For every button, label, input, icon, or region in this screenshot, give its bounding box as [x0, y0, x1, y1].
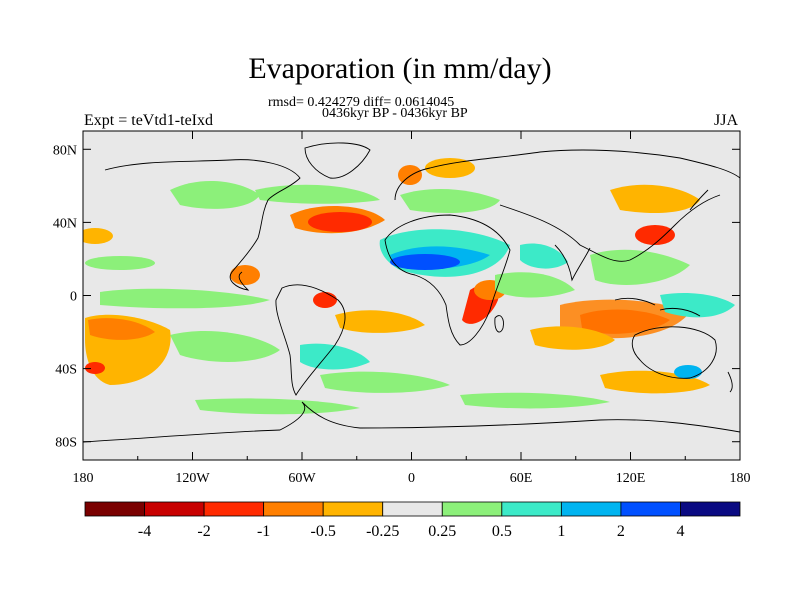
colorbar-label: -0.25	[366, 523, 399, 540]
coastline	[275, 284, 346, 396]
longitude-axis: 180 120W 60W 0 60E 120E 180	[73, 131, 751, 486]
field-patch	[300, 343, 370, 370]
field-patch	[85, 362, 105, 374]
lon-tick-label: 60E	[510, 471, 533, 486]
field-patch	[425, 158, 475, 178]
field-patch	[313, 292, 337, 308]
coastline	[104, 159, 301, 291]
lon-tick-label: 60W	[288, 471, 316, 486]
field-patch	[170, 330, 280, 362]
field-patch	[308, 212, 372, 232]
lat-tick-label: 80S	[55, 436, 77, 451]
colorbar-label: 0.5	[492, 523, 512, 540]
colorbar-label: -2	[197, 523, 210, 540]
lat-tick-label: 80N	[53, 143, 77, 158]
season-label: JJA	[714, 112, 739, 129]
field-patch	[674, 365, 702, 379]
lon-tick-label: 120E	[616, 471, 646, 486]
field-patch	[520, 243, 568, 269]
colorbar-label: -1	[257, 523, 270, 540]
field-patch	[660, 293, 735, 318]
field-patch	[560, 299, 690, 339]
field-patch	[398, 165, 422, 185]
colorbar-label: 1	[557, 523, 565, 540]
field-patch	[85, 256, 155, 270]
lon-tick-label: 180	[73, 471, 94, 486]
field-patch	[590, 249, 690, 285]
field-patch	[460, 392, 610, 409]
coastline	[394, 149, 740, 201]
field-patch	[230, 265, 260, 285]
colorbar-label: 4	[676, 523, 684, 540]
lon-tick-label: 180	[730, 471, 751, 486]
colorbar-box	[560, 501, 622, 517]
field-patch	[320, 371, 450, 393]
lat-tick-label: 0	[70, 290, 77, 305]
plot-title: Evaporation (in mm/day)	[248, 52, 552, 85]
field-patch	[88, 318, 155, 340]
field-patch	[390, 254, 460, 270]
field-patch	[195, 398, 360, 415]
field-patch	[610, 184, 700, 213]
colorbar-box	[382, 501, 443, 517]
field-patch	[100, 288, 270, 309]
stats-line: rmsd= 0.424279 diff= 0.0614045	[268, 95, 455, 110]
colorbar-box	[680, 501, 741, 517]
colorbar: -4 -2 -1 -0.5 -0.25 0.25 0.5 1 2 4	[84, 501, 741, 540]
lat-tick-label: 40S	[55, 363, 77, 378]
field-patch	[170, 180, 260, 209]
coastline	[384, 214, 511, 346]
coastline	[494, 315, 504, 333]
coastline	[631, 326, 717, 379]
experiment-label: Expt = teVtd1-teIxd	[84, 112, 213, 129]
coastline	[304, 142, 371, 179]
lon-tick-label: 120W	[175, 471, 210, 486]
coastline	[689, 189, 709, 211]
colorbar-label: -4	[138, 523, 151, 540]
coastline	[614, 297, 701, 317]
latitude-axis: 80N 40N 0 40S 80S	[53, 143, 740, 451]
colorbar-box	[203, 501, 265, 517]
field-patch	[400, 188, 500, 213]
field-patch	[495, 272, 575, 298]
colorbar-box	[263, 501, 324, 517]
period-label: 0436kyr BP - 0436kyr BP	[322, 106, 468, 121]
colorbar-label: -0.5	[311, 523, 336, 540]
colorbar-box	[620, 501, 681, 517]
lat-tick-label: 40N	[53, 216, 77, 231]
colorbar-box	[501, 501, 562, 517]
coastline	[83, 401, 740, 443]
colorbar-label: 0.25	[428, 523, 456, 540]
coastline	[499, 194, 721, 262]
colorbar-box	[144, 501, 205, 517]
colorbar-box	[441, 501, 503, 517]
coastline	[554, 244, 591, 282]
coastline	[727, 371, 733, 393]
field-patch	[83, 228, 113, 244]
colorbar-box	[322, 501, 384, 517]
coastline-layer	[83, 142, 740, 443]
field-patch	[530, 326, 615, 350]
field-patch	[255, 184, 380, 204]
lon-tick-label: 0	[408, 471, 415, 486]
colorbar-box	[84, 501, 145, 517]
colorbar-label: 2	[617, 523, 625, 540]
map-field-layer	[83, 131, 740, 460]
field-patch	[335, 310, 425, 333]
field-patch	[635, 225, 675, 245]
